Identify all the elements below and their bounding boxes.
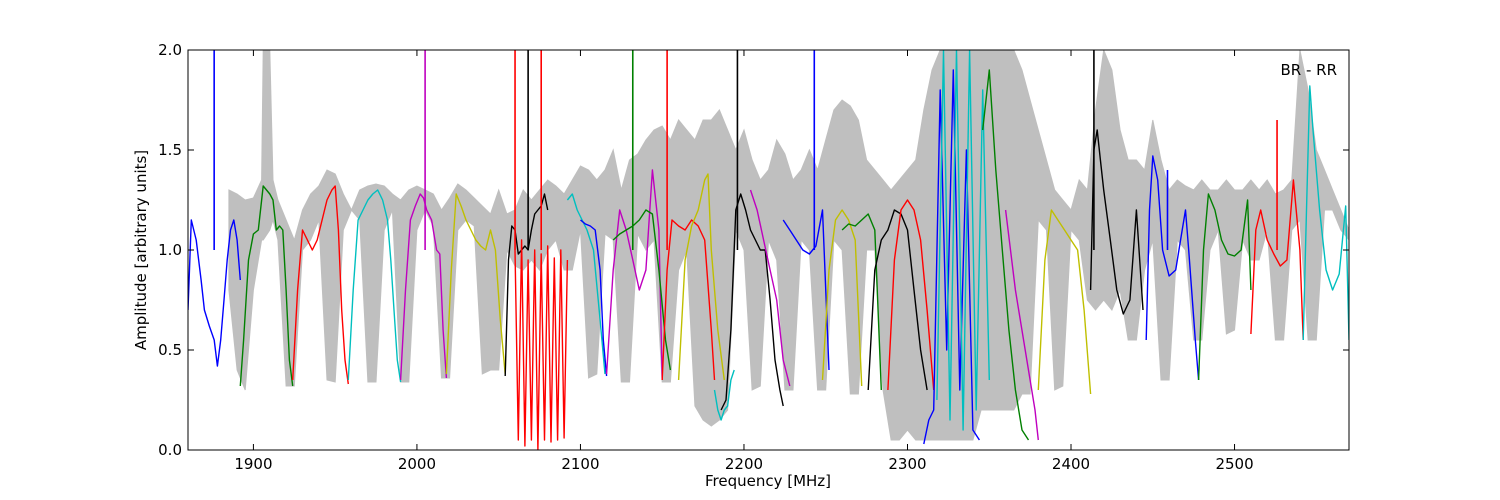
envelope-band — [228, 50, 1349, 441]
x-tick-label: 1900 — [234, 455, 272, 473]
series-layer — [188, 50, 1349, 450]
x-axis-label: Frequency [MHz] — [705, 472, 831, 490]
x-tick-label: 2100 — [561, 455, 599, 473]
series-line-24 — [936, 50, 990, 431]
series-line-27 — [1037, 209, 1092, 395]
series-line-11 — [605, 169, 663, 381]
y-tick-label: 0.0 — [158, 441, 182, 459]
series-line-30 — [1197, 193, 1252, 381]
y-tick-label: 2.0 — [158, 41, 182, 59]
spike-layer — [213, 50, 1278, 250]
x-tick-label: 2300 — [888, 455, 926, 473]
x-tick-label: 2000 — [398, 455, 436, 473]
series-line-1 — [188, 219, 241, 367]
envelope-layer — [228, 50, 1349, 441]
x-axis: 1900 2000 2100 2200 2300 2400 2500 — [234, 50, 1254, 473]
series-line-12 — [612, 209, 672, 371]
series-line-20 — [841, 213, 882, 391]
series-line-19 — [821, 209, 863, 387]
series-line-15 — [713, 369, 735, 421]
x-tick-label: 2500 — [1215, 455, 1253, 473]
series-line-17 — [749, 189, 791, 387]
series-line-14 — [677, 173, 725, 381]
series-line-2 — [239, 185, 294, 387]
series-line-3 — [292, 185, 349, 385]
x-tick-label: 2200 — [725, 455, 763, 473]
series-line-16 — [720, 193, 784, 411]
series-line-8 — [514, 239, 569, 450]
y-axis: 0.0 0.5 1.0 1.5 2.0 — [158, 41, 1349, 459]
series-line-4 — [347, 189, 402, 383]
series-line-13 — [661, 219, 716, 381]
series-line-23 — [923, 69, 980, 445]
y-tick-label: 1.0 — [158, 241, 182, 259]
series-line-29 — [1145, 155, 1200, 381]
series-line-9 — [566, 193, 606, 375]
series-line-22 — [887, 199, 935, 391]
series-line-18 — [782, 209, 830, 371]
y-tick-label: 1.5 — [158, 141, 182, 159]
series-line-6 — [445, 193, 506, 375]
y-tick-label: 0.5 — [158, 341, 182, 359]
series-line-32 — [1302, 85, 1349, 341]
series-line-31 — [1250, 179, 1304, 341]
series-line-28 — [1089, 129, 1144, 315]
y-axis-label: Amplitude [arbitrary units] — [132, 150, 150, 350]
series-line-26 — [1004, 209, 1039, 441]
annotation-label: BR - RR — [1280, 61, 1337, 79]
series-line-10 — [580, 219, 608, 377]
x-tick-label: 2400 — [1052, 455, 1090, 473]
series-line-25 — [982, 69, 1030, 441]
series-line-21 — [867, 209, 928, 391]
